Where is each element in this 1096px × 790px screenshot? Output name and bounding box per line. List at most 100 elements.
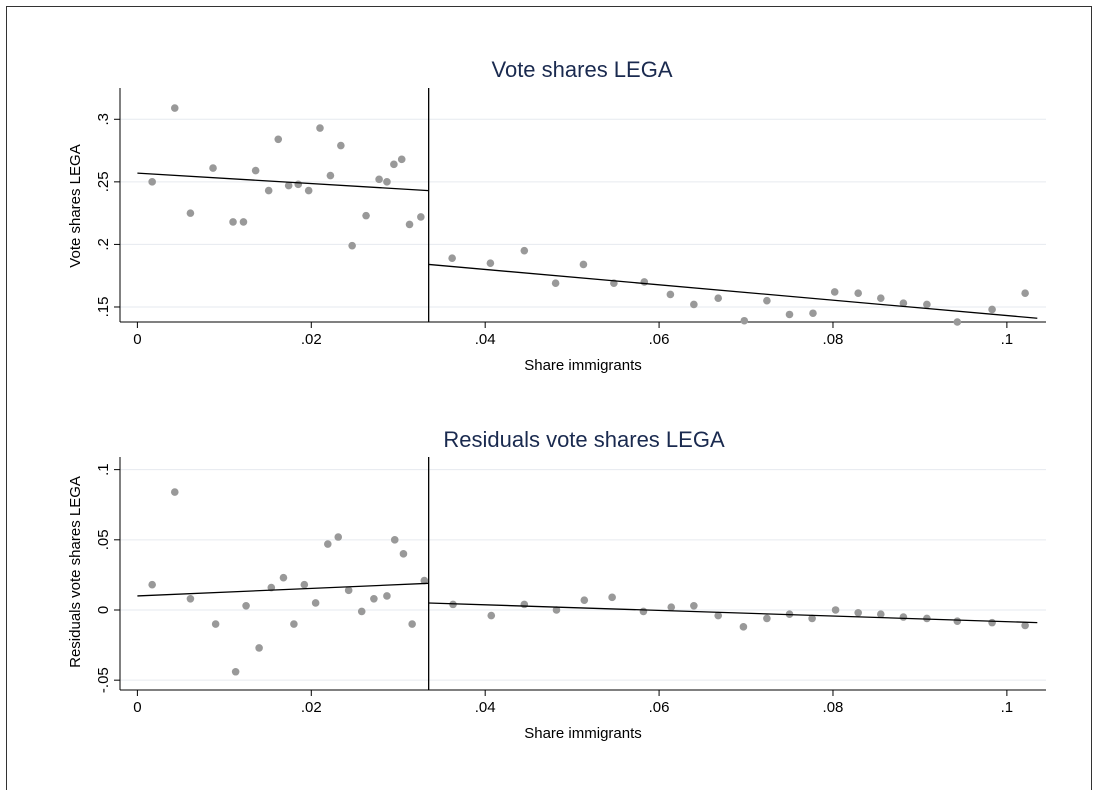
- x-tick-label: .1: [1001, 331, 1014, 348]
- y-tick-label: 0: [95, 606, 112, 614]
- scatter-point: [417, 213, 425, 221]
- x-tick-label: .06: [649, 699, 670, 716]
- scatter-point: [148, 580, 156, 589]
- scatter-point: [405, 220, 414, 229]
- scatter-point: [211, 620, 220, 628]
- scatter-point: [831, 606, 840, 614]
- scatter-point: [854, 609, 862, 617]
- scatter-point: [294, 180, 303, 189]
- scatter-point: [311, 599, 320, 607]
- x-tick-label: .04: [475, 331, 496, 348]
- x-axis-label: Share immigrants: [524, 357, 642, 374]
- y-tick-label: .25: [95, 171, 112, 192]
- x-tick-label: 0: [133, 331, 141, 348]
- y-tick-label: .2: [95, 238, 112, 251]
- scatter-point: [740, 316, 749, 325]
- x-tick-label: .1: [1001, 699, 1014, 716]
- scatter-point: [667, 603, 676, 611]
- x-tick-label: .02: [301, 699, 322, 716]
- scatter-point: [899, 613, 908, 621]
- scatter-point: [209, 164, 217, 172]
- x-tick-label: .02: [301, 331, 322, 348]
- scatter-point: [487, 611, 496, 620]
- scatter-point: [808, 614, 816, 623]
- scatter-point: [580, 596, 589, 604]
- scatter-point: [420, 576, 429, 585]
- scatter-point: [763, 296, 771, 305]
- x-axis-label: Share immigrants: [524, 725, 642, 742]
- fit-line: [428, 263, 1038, 319]
- scatter-point: [348, 241, 356, 250]
- scatter-point: [397, 155, 406, 164]
- scatter-point: [357, 607, 366, 616]
- scatter-point: [399, 550, 408, 558]
- y-tick-label: .1: [95, 463, 112, 476]
- scatter-point: [370, 594, 378, 603]
- x-tick-label: .04: [475, 699, 496, 716]
- scatter-point: [316, 124, 324, 132]
- scatter-point: [830, 288, 839, 296]
- scatter-point: [239, 218, 248, 226]
- scatter-point: [383, 592, 391, 600]
- scatter-point: [988, 618, 996, 627]
- scatter-point: [170, 488, 179, 496]
- scatter-point: [229, 218, 237, 226]
- scatter-point: [666, 290, 675, 299]
- scatter-point: [953, 617, 962, 626]
- panel-vote-shares: Vote shares LEGA .15 .2 .25 .3 0 .02 .04 .06 .08…: [67, 57, 1046, 374]
- scatter-point: [763, 614, 771, 623]
- x-tick-label: .08: [823, 699, 844, 716]
- scatter-point: [714, 294, 723, 303]
- scatter-point: [953, 318, 962, 326]
- scatter-point: [300, 580, 309, 589]
- y-axis-label: Residuals vote shares LEGA: [67, 476, 84, 668]
- figure-frame: [6, 6, 1092, 790]
- x-tick-label: 0: [133, 699, 141, 716]
- y-tick-label: .15: [95, 297, 112, 318]
- scatter-point: [1021, 289, 1029, 298]
- chart-title: Residuals vote shares LEGA: [443, 427, 725, 452]
- scatter-point: [640, 278, 649, 286]
- y-tick-label: -.05: [95, 667, 112, 693]
- scatter-point: [486, 259, 495, 267]
- scatter-point: [739, 623, 748, 631]
- scatter-point: [170, 104, 179, 112]
- scatter-point: [290, 620, 298, 628]
- scatter-point: [785, 310, 794, 319]
- scatter-point: [854, 289, 862, 298]
- scatter-point: [408, 620, 416, 628]
- scatter-point: [186, 209, 195, 217]
- scatter-point: [324, 540, 332, 548]
- scatter-point: [264, 186, 273, 195]
- scatter-point: [186, 594, 195, 603]
- x-tick-label: .08: [823, 331, 844, 348]
- panel-residuals: Residuals vote shares LEGA -.05 0 .05 .1 0 .0…: [67, 427, 1046, 742]
- scatter-point: [279, 573, 288, 582]
- scatter-point: [690, 300, 698, 309]
- scatter-point: [876, 294, 885, 303]
- scatter-point: [326, 171, 335, 180]
- y-tick-label: .3: [95, 113, 112, 126]
- scatter-point: [255, 644, 263, 652]
- y-axis-label: Vote shares LEGA: [67, 144, 84, 267]
- scatter-point: [714, 611, 723, 620]
- scatter-point: [809, 309, 817, 318]
- scatter-point: [337, 141, 345, 150]
- scatter-point: [639, 607, 648, 616]
- scatter-point: [231, 667, 240, 676]
- scatter-point: [362, 211, 370, 220]
- x-tick-label: .06: [649, 331, 670, 348]
- fit-line: [137, 582, 429, 597]
- scatter-point: [344, 586, 353, 595]
- scatter-point: [988, 305, 996, 314]
- scatter-point: [448, 254, 456, 262]
- scatter-point: [579, 260, 588, 269]
- scatter-point: [552, 606, 561, 614]
- scatter-point: [242, 601, 250, 610]
- fit-line: [428, 602, 1038, 624]
- scatter-point: [923, 300, 931, 309]
- scatter-point: [1021, 621, 1029, 630]
- scatter-point: [284, 181, 293, 190]
- scatter-point: [304, 186, 313, 195]
